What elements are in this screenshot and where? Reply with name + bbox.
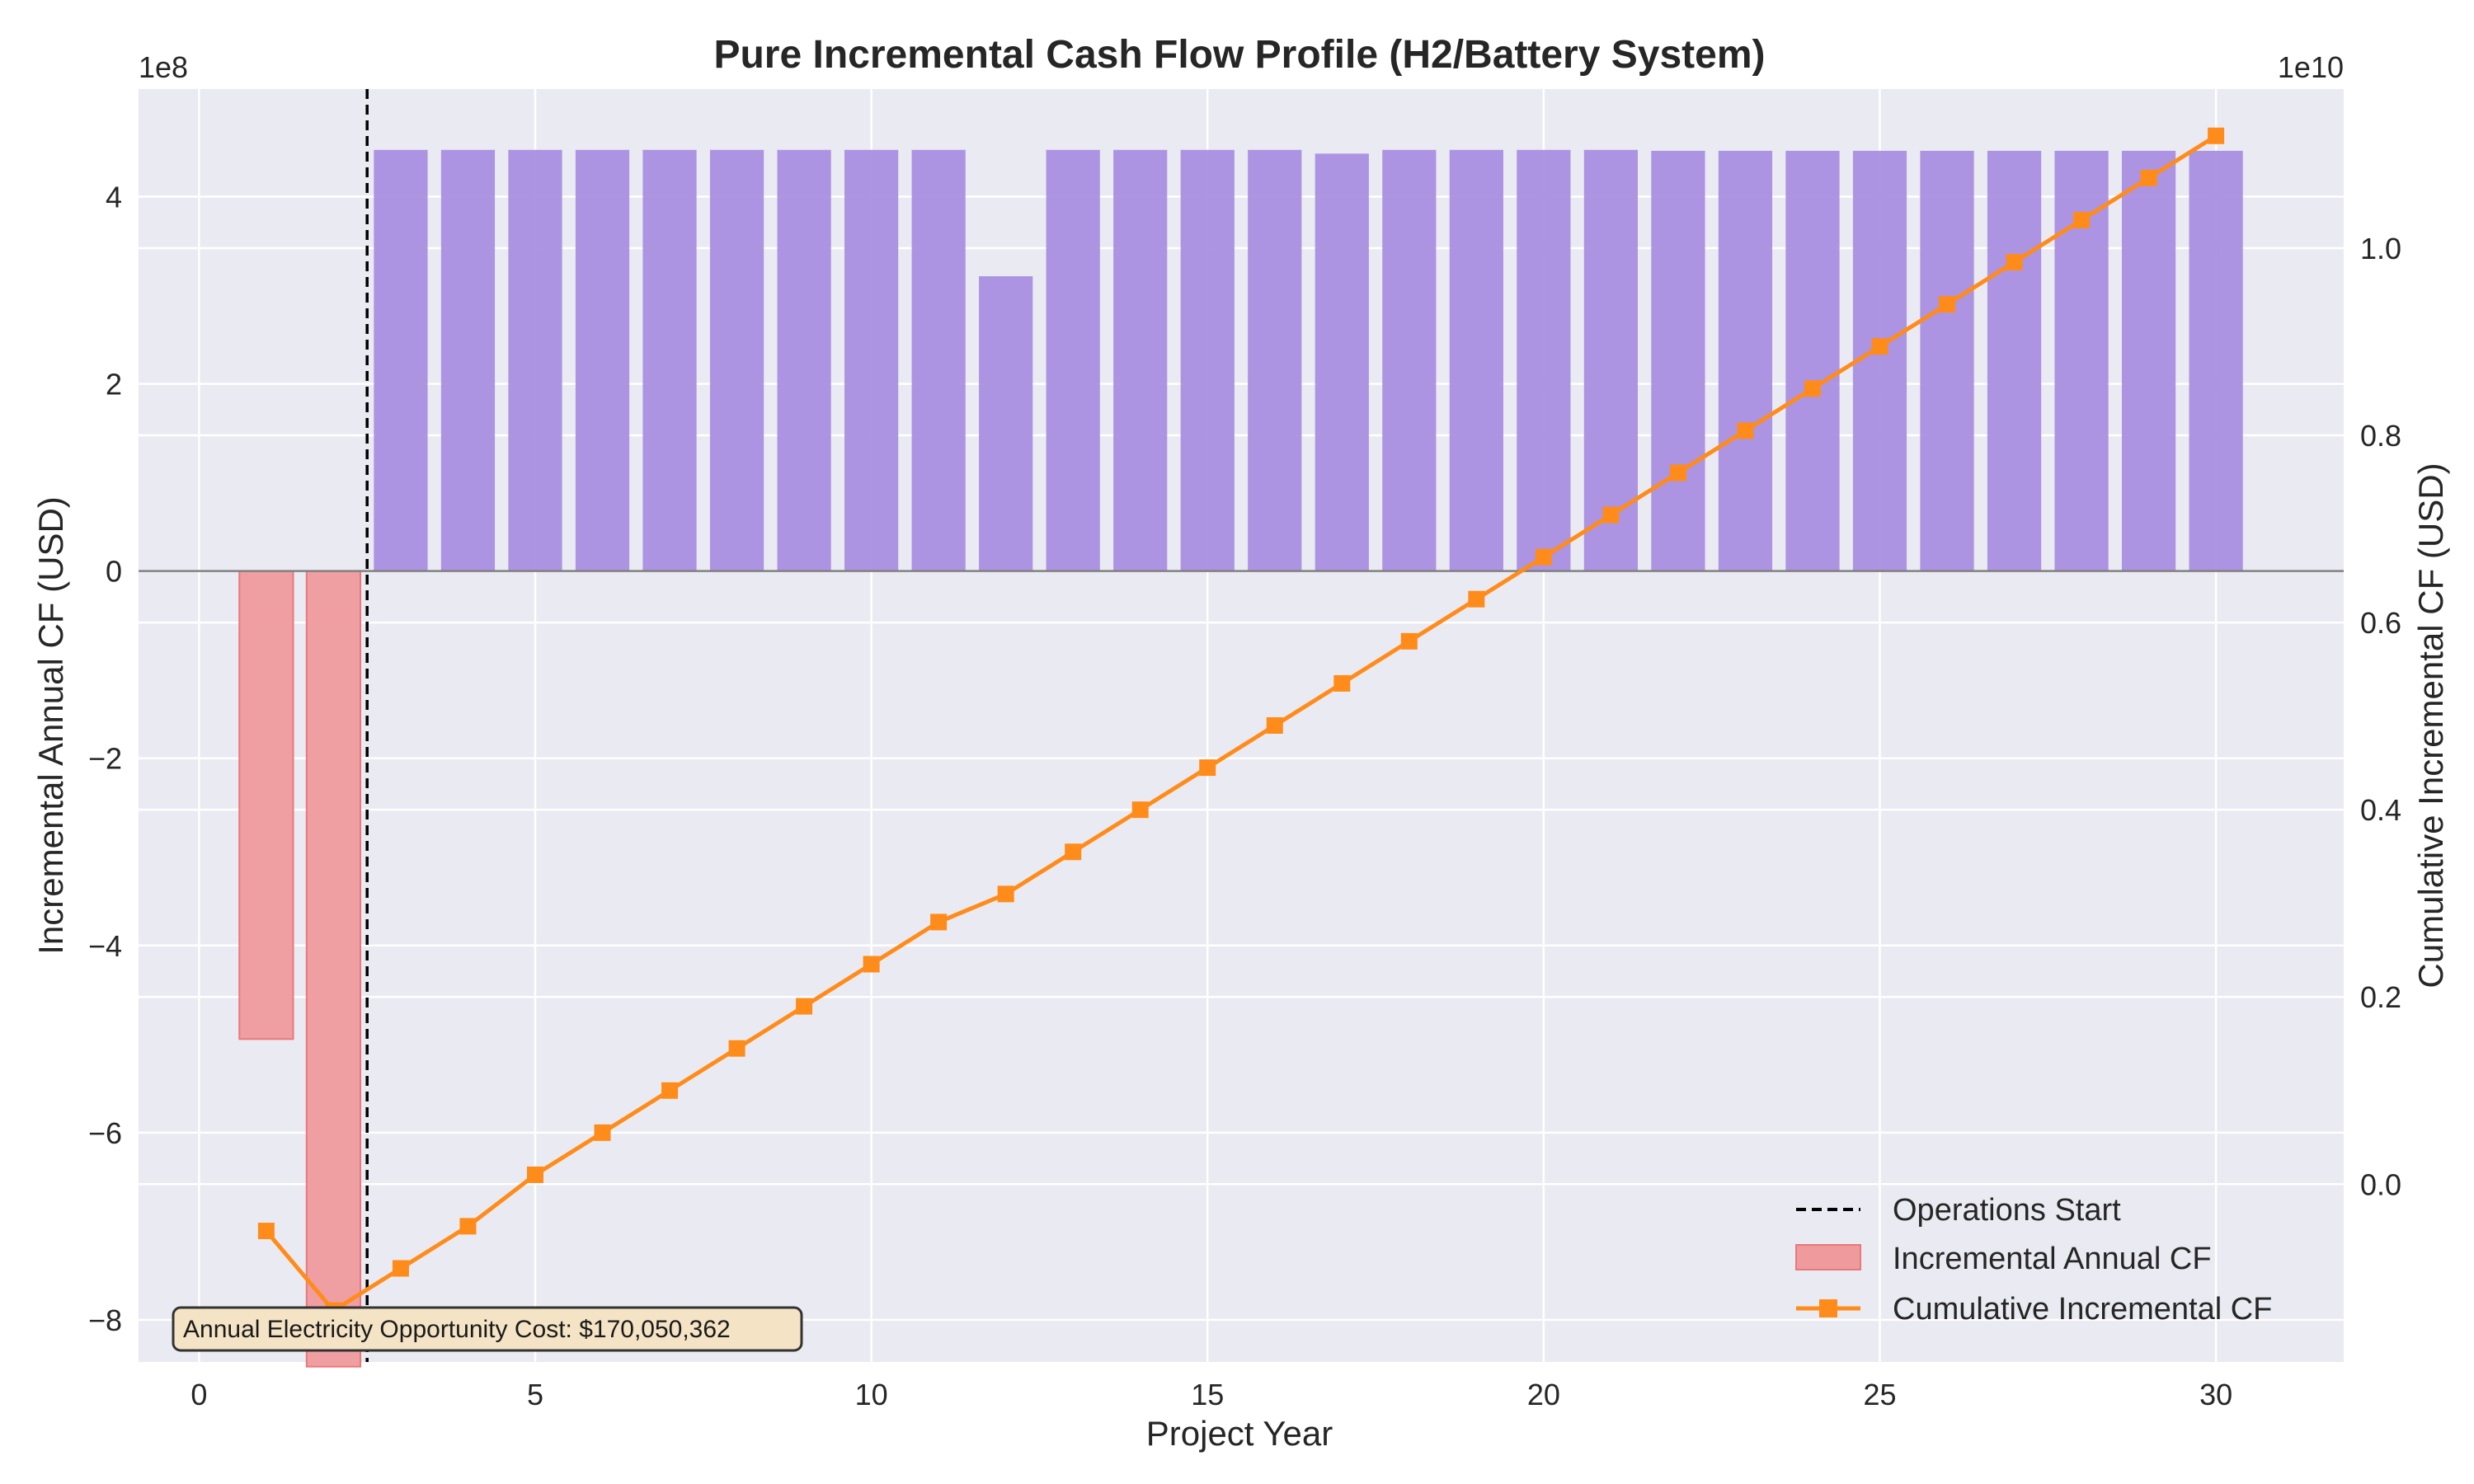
- bar-positive: [575, 149, 630, 571]
- cumulative-marker: [2140, 169, 2157, 186]
- y-left-tick-label: −4: [88, 929, 122, 963]
- bar-negative: [305, 570, 362, 1368]
- cumulative-marker: [594, 1124, 611, 1141]
- cumulative-marker: [392, 1260, 409, 1277]
- bar-positive: [2121, 150, 2176, 571]
- y-right-tick-label: 0.4: [2360, 793, 2401, 827]
- cumulative-marker: [1266, 717, 1283, 734]
- bar-positive: [2189, 150, 2243, 571]
- y-left-tick-label: −2: [88, 742, 122, 776]
- x-axis-title: Project Year: [1146, 1414, 1333, 1453]
- y-right-tick-label: 1.0: [2360, 232, 2401, 265]
- axis-layer: 0 5 10 15 20 25 30420−2−4−6−81.00.80.60.40.20.…: [88, 181, 2401, 1411]
- cumulative-marker: [796, 998, 813, 1015]
- annotation-text: Annual Electricity Opportunity Cost: $17…: [183, 1316, 731, 1343]
- cumulative-marker: [1400, 632, 1418, 650]
- bar-positive: [1315, 153, 1369, 571]
- bar-positive: [979, 276, 1033, 571]
- cumulative-marker: [1602, 506, 1620, 524]
- y-axis-left-title: Incremental Annual CF (USD): [31, 496, 70, 955]
- annotation-box: Annual Electricity Opportunity Cost: $17…: [172, 1306, 803, 1352]
- bar-positive: [1583, 149, 1638, 571]
- bar-positive: [1180, 149, 1235, 571]
- bar-layer: [139, 89, 2344, 1368]
- cumulative-marker: [2208, 127, 2225, 144]
- cumulative-marker: [1468, 590, 1485, 608]
- x-tick-label: 20: [1527, 1378, 1560, 1411]
- x-tick-label: 10: [855, 1378, 888, 1411]
- legend-swatch-incremental-annual-cf: [1795, 1244, 1861, 1270]
- bar-positive: [777, 149, 831, 571]
- bar-positive: [1449, 149, 1503, 571]
- legend-label-incremental-annual-cf: Incremental Annual CF: [1893, 1242, 2212, 1276]
- cumulative-marker: [1065, 843, 1082, 861]
- y-left-tick-label: −8: [88, 1303, 122, 1337]
- y-left-tick-label: 2: [106, 368, 122, 402]
- legend-label-cumulative-incremental-cf: Cumulative Incremental CF: [1893, 1292, 2272, 1327]
- bar-positive: [1248, 149, 1302, 571]
- cumulative-marker: [1939, 296, 1956, 313]
- cumulative-marker: [1199, 759, 1216, 777]
- bar-positive: [440, 149, 496, 571]
- bar-positive: [1785, 150, 1840, 571]
- legend-swatch-cumulative-marker: [1819, 1299, 1837, 1317]
- legend: Operations Start Incremental Annual CF C…: [1795, 1193, 2272, 1327]
- x-tick-label: 15: [1191, 1378, 1224, 1411]
- cumulative-marker: [728, 1040, 745, 1057]
- bar-positive: [1651, 150, 1705, 571]
- y-axis-right-title: Cumulative Incremental CF (USD): [2411, 463, 2450, 988]
- y-axis-left-offset-label: 1e8: [139, 50, 188, 84]
- bar-positive: [1113, 149, 1168, 571]
- x-tick-label: 30: [2199, 1378, 2232, 1411]
- cumulative-marker: [1333, 674, 1351, 692]
- y-right-tick-label: 0.0: [2360, 1167, 2401, 1201]
- y-left-tick-label: 4: [106, 181, 122, 214]
- chart-title: Pure Incremental Cash Flow Profile (H2/B…: [713, 33, 1765, 77]
- bar-positive: [508, 149, 562, 571]
- cumulative-marker: [257, 1223, 275, 1240]
- annotation-background: [172, 1306, 803, 1352]
- y-right-tick-label: 0.6: [2360, 606, 2401, 640]
- bar-positive: [844, 149, 899, 571]
- y-right-tick-label: 0.2: [2360, 980, 2401, 1014]
- cumulative-marker: [1535, 548, 1552, 566]
- y-axis-right-offset-label: 1e10: [2278, 50, 2344, 84]
- cumulative-marker: [863, 956, 880, 973]
- bar-positive: [1987, 150, 2042, 571]
- cumulative-marker: [2073, 211, 2091, 228]
- y-left-tick-label: −6: [88, 1116, 122, 1150]
- cumulative-marker: [526, 1166, 543, 1183]
- y-left-tick-label: 0: [106, 555, 122, 589]
- x-tick-label: 0: [190, 1378, 207, 1411]
- cumulative-marker: [661, 1082, 679, 1099]
- bar-negative: [238, 570, 294, 1040]
- cumulative-marker: [1131, 801, 1149, 819]
- x-tick-label: 25: [1863, 1378, 1896, 1411]
- cumulative-line: [264, 134, 2218, 1313]
- cumulative-marker: [1737, 422, 1754, 439]
- cumulative-marker: [930, 913, 948, 931]
- bar-positive: [1852, 150, 1907, 571]
- cumulative-marker: [1804, 380, 1821, 397]
- cumulative-marker: [1669, 464, 1686, 481]
- bar-positive: [1382, 149, 1437, 571]
- plot-area: [139, 89, 2344, 1362]
- x-tick-label: 5: [527, 1378, 543, 1411]
- legend-label-operations-start: Operations Start: [1893, 1193, 2121, 1228]
- bar-positive: [709, 149, 764, 571]
- cumulative-marker: [459, 1218, 477, 1235]
- cumulative-marker: [2006, 254, 2023, 271]
- bar-positive: [374, 149, 428, 571]
- bar-positive: [911, 149, 966, 571]
- cumulative-marker: [1871, 338, 1888, 355]
- bar-positive: [1718, 150, 1773, 571]
- y-right-tick-label: 0.8: [2360, 419, 2401, 453]
- cumulative-marker: [997, 885, 1014, 903]
- bar-positive: [1046, 149, 1100, 571]
- bar-positive: [1920, 150, 1974, 571]
- bar-positive: [1517, 149, 1571, 571]
- bar-positive: [642, 149, 697, 571]
